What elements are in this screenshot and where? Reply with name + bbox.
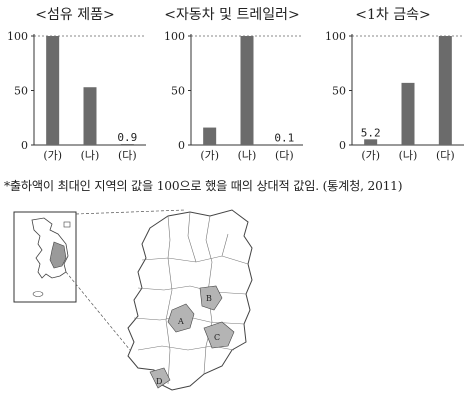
y-tick-label: 50 [14,85,28,98]
region-outline [127,209,253,391]
x-tick-label: (다) [118,149,137,162]
data-label: 5.2 [361,126,381,139]
data-label: 0.1 [274,131,294,144]
chart-plot: 100 50 0 (가) (나) (다) 0.1 [164,30,303,162]
bar [438,36,452,145]
bar [364,139,378,145]
region-a-shaded [167,303,195,333]
region-b-shaded [199,285,223,311]
inset-highlight-region [49,241,67,269]
x-tick-label: (다) [275,149,294,162]
inset-island-dokdo [63,221,71,228]
chart-title: <섬유 제품> [35,7,115,23]
bar [401,82,415,145]
x-tick-label: (가) [200,149,219,162]
bar [277,144,291,145]
x-tick-label: (나) [238,149,257,162]
bar [240,36,254,145]
chart-textile: <섬유 제품> 100 50 0 (가) (나) (다) 0.9 [0,0,150,170]
region-d-shaded [149,367,171,389]
region-label-b: B [206,294,212,303]
region-label-a: A [177,317,184,326]
chart-title: <자동차 및 트레일러> [164,7,300,23]
y-tick-label: 100 [325,30,346,43]
x-tick-label: (나) [399,149,418,162]
chart-footnote: *출하액이 최대인 지역의 값을 100으로 했을 때의 상대적 값임. (통계… [4,179,403,193]
region-c-shaded [203,321,235,349]
connector-line [75,209,186,215]
bar [203,127,217,145]
x-tick-label: (가) [361,149,380,162]
y-tick-label: 50 [171,85,185,98]
y-tick-label: 0 [21,139,28,152]
inset-map-frame [13,211,77,303]
x-tick-label: (다) [436,149,455,162]
x-tick-label: (가) [43,149,62,162]
y-tick-label: 50 [332,85,346,98]
bar [120,144,134,145]
chart-plot: 100 50 0 (가) (나) (다) 0.9 [7,30,146,162]
y-tick-label: 100 [7,30,28,43]
x-tick-label: (나) [81,149,100,162]
chart-title: <1차 금속> [355,7,431,23]
y-tick-label: 0 [178,139,185,152]
connector-line [65,271,131,351]
bar [83,87,97,145]
bar [46,36,60,145]
region-label-c: C [214,333,220,342]
inset-jeju-island [32,291,44,297]
chart-primary-metal: <1차 금속> 100 50 0 (가) 5.2 (나) (다) [318,0,468,170]
map-figure: A B C D [0,200,476,401]
data-label: 0.9 [117,131,137,144]
y-tick-label: 100 [164,30,185,43]
chart-plot: 100 50 0 (가) 5.2 (나) (다) [325,30,464,162]
y-tick-label: 0 [339,139,346,152]
region-label-d: D [156,377,162,386]
chart-automobile: <자동차 및 트레일러> 100 50 0 (가) (나) (다) 0.1 [157,0,307,170]
